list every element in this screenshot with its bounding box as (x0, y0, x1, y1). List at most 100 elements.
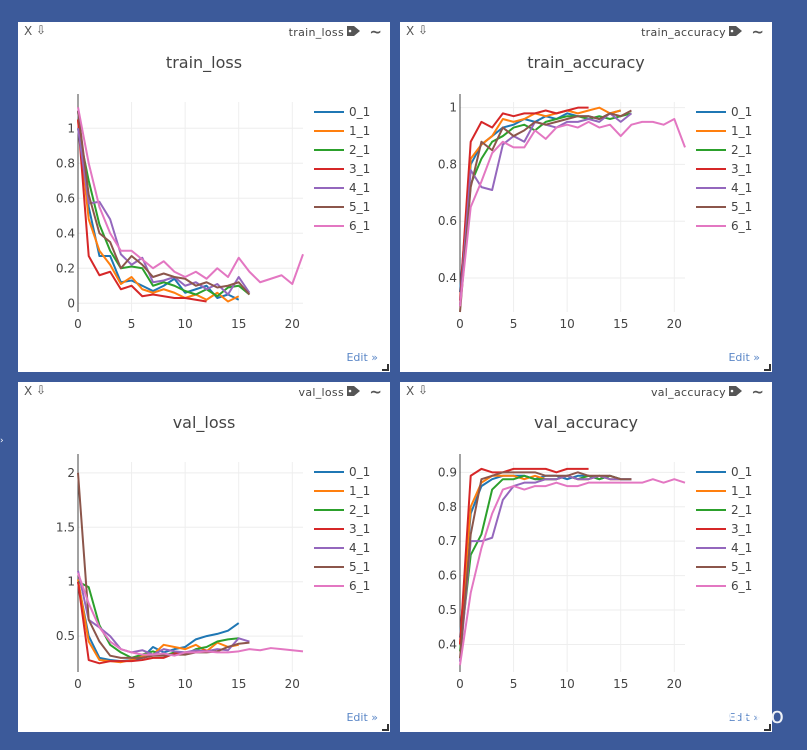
window-title: train_loss (288, 26, 344, 39)
legend-entry[interactable]: 3_1 (731, 162, 752, 176)
edit-link[interactable]: Edit » (728, 711, 760, 724)
y-tick-label: 1.5 (56, 520, 75, 534)
legend-entry[interactable]: 5_1 (349, 560, 370, 574)
legend-entry[interactable]: 2_1 (731, 503, 752, 517)
legend-entry[interactable]: 1_1 (349, 484, 370, 498)
wave-icon[interactable]: ~ (751, 383, 764, 401)
close-icon[interactable]: X (24, 24, 33, 38)
chart-title: val_accuracy (534, 413, 638, 433)
tag-icon[interactable] (728, 25, 744, 37)
y-tick-label: 1 (67, 575, 75, 589)
window-title: val_accuracy (650, 386, 726, 399)
legend-entry[interactable]: 0_1 (349, 105, 370, 119)
x-tick-label: 20 (285, 677, 300, 691)
y-tick-label: 0.6 (438, 569, 457, 583)
legend-entry[interactable]: 2_1 (349, 143, 370, 157)
legend-entry[interactable]: 1_1 (731, 124, 752, 138)
legend-entry[interactable]: 0_1 (349, 465, 370, 479)
legend-entry[interactable]: 4_1 (731, 541, 752, 555)
x-tick-label: 10 (178, 677, 193, 691)
window-title-bar[interactable]: X ⇩ val_accuracy ~ (400, 382, 772, 402)
legend-entry[interactable]: 6_1 (731, 219, 752, 233)
series-line-4_1 (77, 128, 251, 296)
window-title-bar[interactable]: X ⇩ train_loss ~ (18, 22, 390, 42)
watermark: 知乎 @lego (656, 704, 785, 729)
series-line-3_1 (459, 467, 589, 645)
legend-entry[interactable]: 4_1 (349, 181, 370, 195)
download-arrow-icon[interactable]: ⇩ (36, 383, 47, 397)
visdom-window-train-accuracy[interactable]: X ⇩ train_accuracy ~ train_accuracy 0 5 10 1… (400, 22, 772, 372)
legend-entry[interactable]: 5_1 (349, 200, 370, 214)
x-tick-label: 10 (560, 317, 575, 331)
wave-icon[interactable]: ~ (751, 23, 764, 41)
val-accuracy-plot: val_accuracy 0 5 10 15 20 0.4 0.5 0.6 0.7 0.8 0.9 0_… (438, 413, 752, 691)
legend-entry[interactable]: 4_1 (731, 181, 752, 195)
chart-title: val_loss (173, 413, 236, 433)
legend-entry[interactable]: 6_1 (349, 579, 370, 593)
resize-handle[interactable] (382, 724, 389, 731)
series-line-5_1 (459, 471, 632, 659)
x-tick-label: 0 (74, 677, 82, 691)
x-tick-label: 0 (456, 677, 464, 691)
legend-entry[interactable]: 3_1 (349, 522, 370, 536)
y-tick-label: 0.8 (438, 500, 457, 514)
series-line-5_1 (459, 109, 632, 313)
y-tick-label: 1 (67, 121, 75, 135)
series-line-3_1 (77, 119, 207, 303)
x-tick-label: 10 (178, 317, 193, 331)
window-title: train_accuracy (641, 26, 726, 39)
x-tick-label: 20 (667, 317, 682, 331)
download-arrow-icon[interactable]: ⇩ (36, 23, 47, 37)
legend-entry[interactable]: 6_1 (731, 579, 752, 593)
legend-entry[interactable]: 4_1 (349, 541, 370, 555)
x-tick-label: 15 (231, 677, 246, 691)
legend-entry[interactable]: 3_1 (731, 522, 752, 536)
y-tick-label: 1 (449, 101, 457, 115)
download-arrow-icon[interactable]: ⇩ (418, 23, 429, 37)
wave-icon[interactable]: ~ (369, 383, 382, 401)
tag-icon[interactable] (728, 385, 744, 397)
legend-entry[interactable]: 1_1 (731, 484, 752, 498)
close-icon[interactable]: X (406, 24, 415, 38)
visdom-window-train-loss[interactable]: X ⇩ train_loss ~ train_loss 0 5 10 15 20 0 0.2 0… (18, 22, 390, 372)
legend-entry[interactable]: 2_1 (349, 503, 370, 517)
y-tick-label: 0.6 (438, 214, 457, 228)
series-line-1_1 (459, 474, 621, 645)
y-tick-label: 0.9 (438, 465, 457, 479)
wave-icon[interactable]: ~ (369, 23, 382, 41)
resize-handle[interactable] (382, 364, 389, 371)
x-tick-label: 20 (285, 317, 300, 331)
legend-entry[interactable]: 2_1 (731, 143, 752, 157)
window-title-bar[interactable]: X ⇩ train_accuracy ~ (400, 22, 772, 42)
tag-icon[interactable] (346, 385, 362, 397)
y-tick-label: 0.6 (56, 191, 75, 205)
resize-handle[interactable] (764, 364, 771, 371)
legend-entry[interactable]: 0_1 (731, 105, 752, 119)
visdom-window-val-accuracy[interactable]: X ⇩ val_accuracy ~ val_accuracy 0 5 10 15 20 0… (400, 382, 772, 732)
legend-entry[interactable]: 5_1 (731, 200, 752, 214)
legend-entry[interactable]: 3_1 (349, 162, 370, 176)
window-title-bar[interactable]: X ⇩ val_loss ~ (18, 382, 390, 402)
close-icon[interactable]: X (406, 384, 415, 398)
y-tick-label: 0.5 (438, 603, 457, 617)
visdom-window-val-loss[interactable]: X ⇩ val_loss ~ val_loss 0 5 10 15 20 0.5 1 1.5 2 0… (18, 382, 390, 732)
series-line-4_1 (77, 570, 250, 656)
series-line-5_1 (77, 110, 251, 296)
edit-link[interactable]: Edit » (346, 711, 378, 724)
series-line-0_1 (459, 109, 621, 293)
legend-entry[interactable]: 0_1 (731, 465, 752, 479)
edit-link[interactable]: Edit » (346, 351, 378, 364)
edit-link[interactable]: Edit » (728, 351, 760, 364)
legend-entry[interactable]: 5_1 (731, 560, 752, 574)
x-tick-label: 0 (74, 317, 82, 331)
resize-handle[interactable] (764, 724, 771, 731)
download-arrow-icon[interactable]: ⇩ (418, 383, 429, 397)
series-line-2_1 (459, 474, 622, 652)
legend-entry[interactable]: 6_1 (349, 219, 370, 233)
tag-icon[interactable] (346, 25, 362, 37)
x-tick-label: 10 (560, 677, 575, 691)
x-tick-label: 15 (231, 317, 246, 331)
legend-entry[interactable]: 1_1 (349, 124, 370, 138)
y-tick-label: 0.7 (438, 534, 457, 548)
close-icon[interactable]: X (24, 384, 33, 398)
